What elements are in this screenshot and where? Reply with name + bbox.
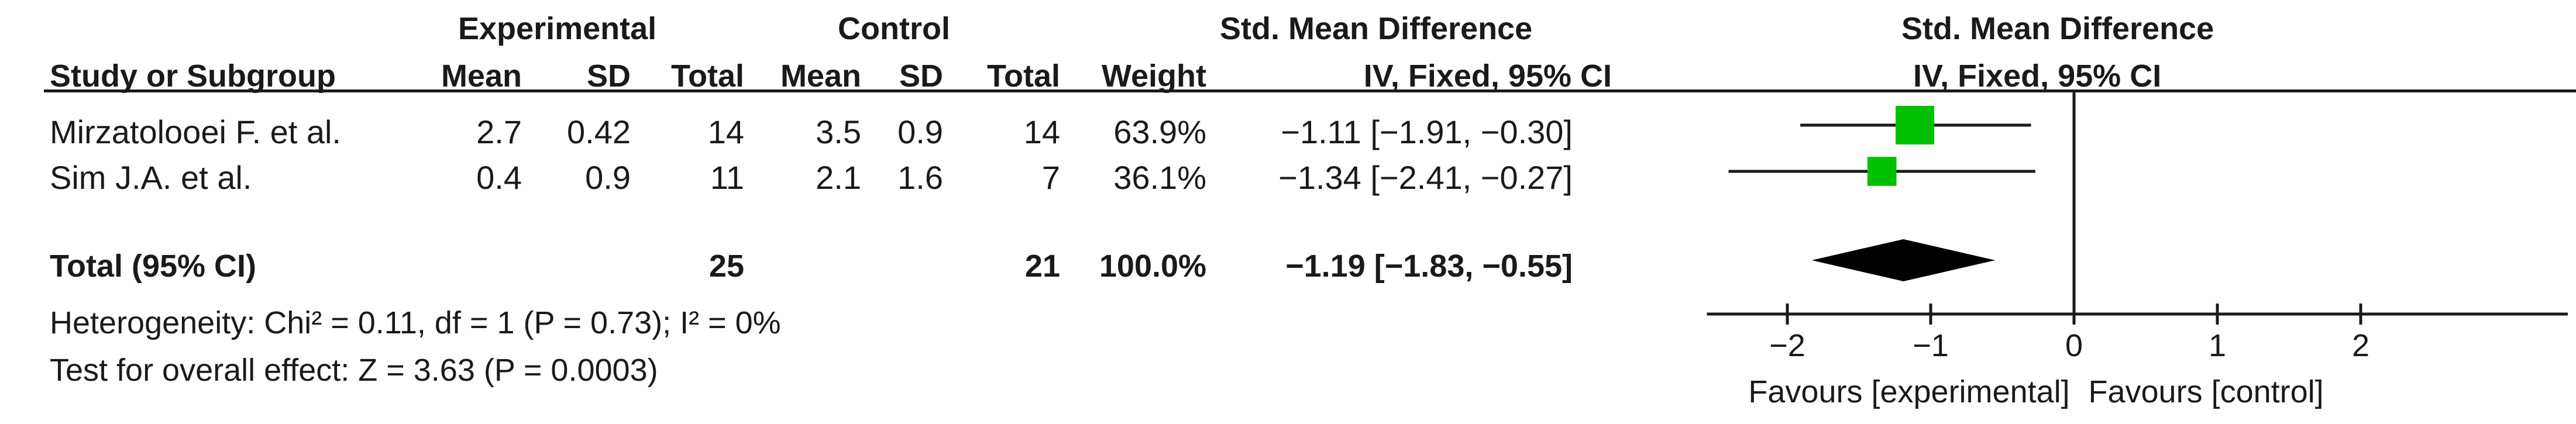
study-effect-marker [1896, 106, 1935, 144]
total-control-sum: 21 [1024, 249, 1060, 284]
weight: 63.9% [1113, 113, 1206, 150]
mean-control: 2.1 [816, 159, 861, 196]
total-experimental-sum: 25 [709, 249, 744, 284]
col-mean-control-header: Mean [780, 58, 861, 94]
x-tick-label: −2 [1769, 328, 1805, 363]
total-experimental: 14 [707, 113, 744, 150]
overall-effect-text: Test for overall effect: Z = 3.63 (P = 0… [50, 353, 658, 388]
mean-control: 3.5 [816, 113, 861, 150]
study-name: Mirzatolooei F. et al. [50, 113, 341, 150]
total-weight: 100.0% [1099, 249, 1206, 284]
mean-experimental: 2.7 [476, 113, 522, 150]
col-weight-header: Weight [1102, 58, 1206, 94]
plot-header: Std. Mean Difference [1901, 11, 2214, 46]
effect-size-header: Std. Mean Difference [1220, 11, 1533, 46]
effect-method-header: IV, Fixed, 95% CI [1363, 58, 1612, 94]
favours-experimental-label: Favours [experimental] [1748, 374, 2069, 409]
header-rule [44, 89, 2576, 92]
control-group-header: Control [838, 11, 950, 46]
col-sd-control-header: SD [899, 58, 943, 94]
mean-experimental: 0.4 [476, 159, 522, 196]
pooled-effect-diamond [1811, 239, 1996, 281]
x-tick-label: −1 [1913, 328, 1949, 363]
total-label: Total (95% CI) [50, 249, 257, 284]
x-tick-label: 0 [2065, 328, 2083, 363]
effect-ci: −1.11 [−1.91, −0.30] [1281, 113, 1573, 150]
col-sd-experimental-header: SD [586, 58, 631, 94]
total-experimental: 11 [710, 159, 744, 196]
col-mean-experimental-header: Mean [441, 58, 522, 94]
effect-ci: −1.34 [−2.41, −0.27] [1278, 159, 1573, 196]
sd-experimental: 0.42 [567, 113, 631, 150]
total-control: 7 [1041, 159, 1060, 196]
heterogeneity-text: Heterogeneity: Chi² = 0.11, df = 1 (P = … [50, 305, 781, 340]
sd-experimental: 0.9 [585, 159, 631, 196]
pooled-effect-ci: −1.19 [−1.83, −0.55] [1285, 249, 1573, 284]
experimental-group-header: Experimental [458, 11, 657, 46]
total-control: 14 [1023, 113, 1060, 150]
study-name: Sim J.A. et al. [50, 159, 252, 196]
study-effect-marker [1867, 157, 1897, 186]
col-total-control-header: Total [987, 58, 1060, 94]
col-study-header: Study or Subgroup [50, 58, 336, 94]
weight: 36.1% [1113, 159, 1206, 196]
sd-control: 0.9 [897, 113, 943, 150]
sd-control: 1.6 [897, 159, 943, 196]
favours-control-label: Favours [control] [2089, 374, 2324, 409]
col-total-experimental-header: Total [671, 58, 744, 94]
plot-method-header: IV, Fixed, 95% CI [1913, 58, 2162, 94]
x-tick-label: 2 [2352, 328, 2369, 363]
x-tick-label: 1 [2209, 328, 2226, 363]
